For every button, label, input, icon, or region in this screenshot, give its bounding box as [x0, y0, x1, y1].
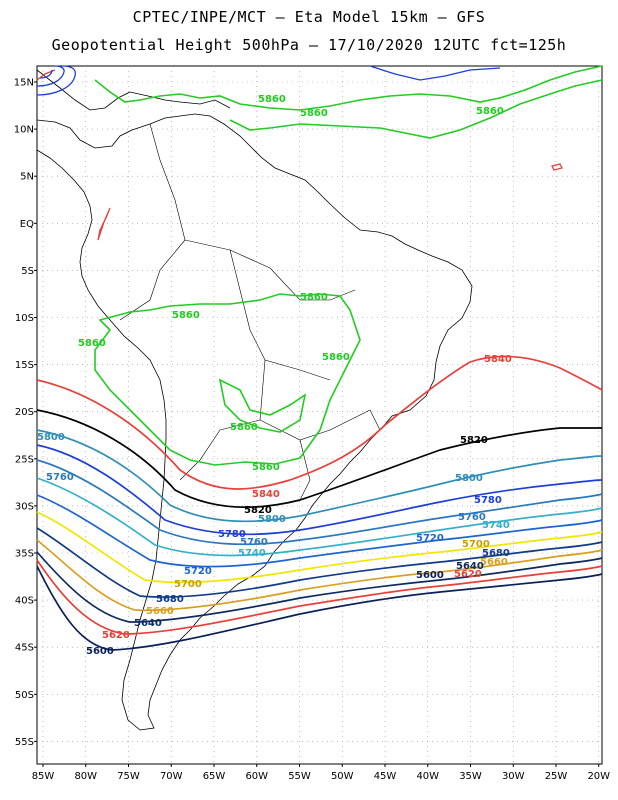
label-5800-b: 5800	[455, 473, 483, 484]
label-5840-a: 5840	[484, 354, 512, 365]
latitude-tick-label: 30S	[15, 501, 34, 512]
label-5780-b: 5780	[218, 529, 246, 540]
latitude-tick-label: 5N	[20, 172, 34, 183]
label-5800-a: 5800	[37, 432, 65, 443]
longitude-tick-label: 70W	[160, 771, 183, 782]
label-5860-i: 5860	[252, 462, 280, 473]
caribbean-coast	[36, 69, 231, 111]
contour-bands	[36, 355, 603, 651]
latitude-tick-label: EQ	[20, 219, 34, 230]
label-5860-a: 5860	[258, 94, 286, 105]
label-5760-a: 5760	[46, 472, 74, 483]
longitude-tick-label: 65W	[203, 771, 226, 782]
longitude-tick-label: 20W	[587, 771, 610, 782]
latitude-tick-label: 15N	[14, 78, 34, 89]
latitude-tick-label: 15S	[15, 360, 34, 371]
label-5660-a: 5660	[480, 557, 508, 568]
label-5620-b: 5620	[102, 630, 130, 641]
contour-line-5840	[36, 355, 603, 490]
label-5640-a: 5640	[456, 561, 484, 572]
longitude-tick-label: 85W	[32, 771, 55, 782]
label-5860-h: 5860	[230, 422, 258, 433]
contour-line-5720	[36, 494, 603, 568]
contour-line-5620	[36, 559, 603, 635]
latitude-tick-label: 45S	[15, 643, 34, 654]
longitude-axis: 85W 80W 75W 70W 65W 60W 55W 50W 45W 40W 35W 30W 25W 2…	[32, 764, 610, 782]
contour-line-5660	[36, 539, 603, 612]
label-5780-a: 5780	[474, 495, 502, 506]
longitude-tick-label: 40W	[416, 771, 439, 782]
longitude-tick-label: 30W	[502, 771, 525, 782]
label-5620-a: 5620	[454, 569, 482, 580]
contour-line-5640	[36, 551, 603, 623]
contour-north-low	[36, 65, 501, 96]
contour-line-5780	[36, 444, 603, 536]
label-5760-c: 5760	[240, 537, 268, 548]
coastlines	[36, 69, 473, 731]
contour-line-5680	[36, 527, 603, 598]
contour-line-5600	[36, 565, 603, 651]
contour-line-5700	[36, 511, 603, 584]
latitude-tick-label: 5S	[21, 266, 34, 277]
label-5840-b: 5840	[252, 489, 280, 500]
label-5700-b: 5700	[174, 579, 202, 590]
longitude-tick-label: 55W	[288, 771, 311, 782]
map-grid	[37, 66, 602, 764]
longitude-tick-label: 50W	[331, 771, 354, 782]
latitude-tick-label: 40S	[15, 596, 34, 607]
latitude-tick-label: 25S	[15, 454, 34, 465]
contour-line-5820	[36, 409, 602, 509]
longitude-tick-label: 75W	[117, 771, 140, 782]
label-5700-a: 5700	[462, 539, 490, 550]
longitude-tick-label: 80W	[74, 771, 97, 782]
latitude-tick-label: 35S	[15, 549, 34, 560]
label-5680-a: 5680	[482, 548, 510, 559]
label-5860-f: 5860	[78, 338, 106, 349]
label-5600-b: 5600	[86, 646, 114, 657]
label-5640-b: 5640	[134, 618, 162, 629]
label-5600-a: 5600	[416, 570, 444, 581]
label-5860-d: 5860	[300, 292, 328, 303]
country-borders	[119, 123, 381, 501]
label-5860-c: 5860	[476, 106, 504, 117]
latitude-tick-label: 10N	[14, 125, 34, 136]
map-subtitle: Geopotential Height 500hPa – 17/10/2020 …	[51, 36, 567, 54]
contour-line-5800	[36, 429, 603, 523]
label-5680-b: 5680	[156, 594, 184, 605]
contour-line-5760	[36, 459, 603, 546]
label-5720-a: 5720	[416, 533, 444, 544]
contour-labels: 5860 5860 5860 5860 5860 5860 5860 5860 …	[37, 94, 512, 657]
latitude-axis: 15N 10N 5N EQ 5S 10S 15S 20S 25S 30S 35S 40S 45S 50S 5…	[14, 78, 37, 748]
label-5740-b: 5740	[238, 548, 266, 559]
label-5660-b: 5660	[146, 606, 174, 617]
latitude-tick-label: 55S	[15, 737, 34, 748]
longitude-tick-label: 45W	[374, 771, 397, 782]
label-5800-c: 5800	[258, 514, 286, 525]
latitude-tick-label: 20S	[15, 407, 34, 418]
longitude-tick-label: 35W	[459, 771, 482, 782]
label-5860-b: 5860	[300, 108, 328, 119]
contour-5860	[94, 65, 603, 466]
latitude-tick-label: 10S	[15, 313, 34, 324]
label-5820-a: 5820	[460, 435, 488, 446]
label-5860-g: 5860	[322, 352, 350, 363]
label-5760-b: 5760	[458, 512, 486, 523]
label-5720-b: 5720	[184, 566, 212, 577]
label-5820-b: 5820	[244, 505, 272, 516]
label-5860-e: 5860	[172, 310, 200, 321]
map-frame	[36, 65, 603, 765]
contour-line-5740	[36, 477, 603, 557]
longitude-tick-label: 25W	[545, 771, 568, 782]
map-title: CPTEC/INPE/MCT – Eta Model 15km – GFS	[132, 8, 486, 26]
south-america-coastline	[36, 113, 473, 731]
label-5740-a: 5740	[482, 520, 510, 531]
latitude-tick-label: 50S	[15, 690, 34, 701]
longitude-tick-label: 60W	[245, 771, 268, 782]
